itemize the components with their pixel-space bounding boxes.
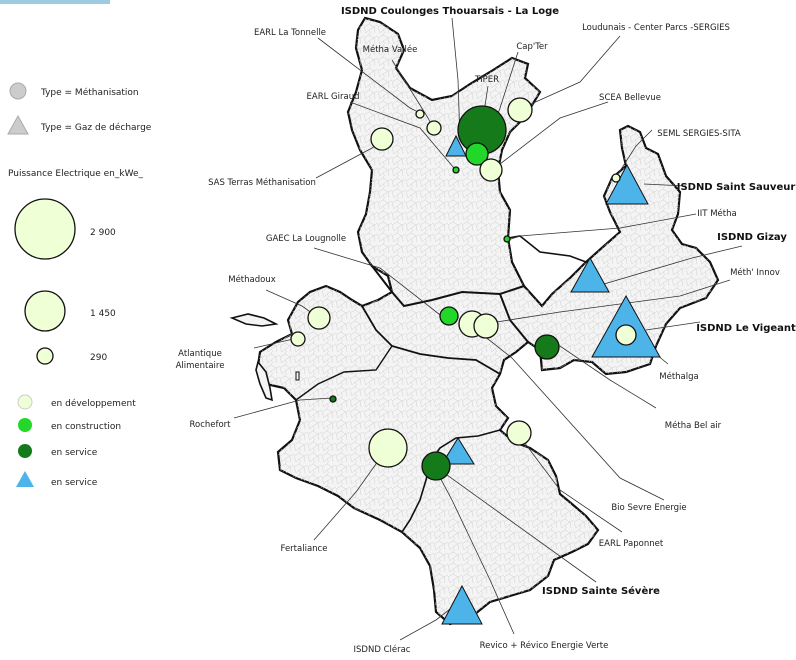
legend-status-service: en service <box>51 448 98 458</box>
department-border-5 <box>295 345 393 401</box>
label-seml-sergies: SEML SERGIES-SITA <box>657 129 741 139</box>
circle-earl-giraud <box>452 166 460 174</box>
circle-methalga <box>615 324 637 346</box>
triangle-clerac <box>441 584 483 625</box>
label-atlantique-2: Alimentaire <box>176 361 225 371</box>
label-rochefort: Rochefort <box>189 420 231 430</box>
legend-type-methanisation: Type = Méthanisation <box>40 87 139 98</box>
label-loudunais: Loudunais - Center Parcs -SERGIES <box>582 23 730 33</box>
circle-revico <box>421 451 451 481</box>
label-scea-bellevue: SCEA Bellevue <box>599 93 661 103</box>
label-fertaliance: Fertaliance <box>281 544 328 554</box>
circle-metha-vallee <box>426 120 442 136</box>
label-gaec-lougnolle: GAEC La Lougnolle <box>266 234 346 244</box>
label-iit-metha: IIT Métha <box>697 208 736 219</box>
label-earl-giraud: EARL Giraud <box>307 92 360 102</box>
department-border-4 <box>507 235 587 263</box>
island-re <box>229 313 279 327</box>
header-bar <box>0 0 110 4</box>
label-bio-sevre: Bio Sevre Energie <box>611 503 686 513</box>
label-meth-innov: Méth' Innov <box>730 267 780 278</box>
legend-status-landfill: en service <box>51 478 98 488</box>
site-labels: ISDND Coulonges Thouarsais - La Loge EAR… <box>176 6 796 655</box>
label-earl-paponnet: EARL Paponnet <box>599 539 664 549</box>
legend-size-large: 2 900 <box>90 228 116 238</box>
label-saint-sauveur: ISDND Saint Sauveur <box>677 182 796 193</box>
legend: Type = Méthanisation Type = Gaz de décha… <box>7 82 152 488</box>
label-capter: Cap'Ter <box>516 42 548 52</box>
circle-scea-bellevue <box>479 158 503 182</box>
legend-size-small: 290 <box>90 353 107 363</box>
label-earl-la-tonnelle: EARL La Tonnelle <box>254 28 326 38</box>
legend-status-landfill-icon <box>16 471 34 487</box>
label-sainte-severe: ISDND Sainte Sévère <box>542 585 660 597</box>
legend-status-dev-icon <box>17 394 33 410</box>
legend-size-medium: 1 450 <box>90 309 116 319</box>
circle-metha-bel-air <box>534 334 560 360</box>
triangle-saint-sauveur <box>605 163 649 205</box>
methanisation-markers <box>290 97 637 481</box>
circle-fertaliance <box>368 428 408 468</box>
triangle-gizay <box>570 256 610 293</box>
circle-loudunais <box>507 97 533 123</box>
legend-type-methanisation-icon <box>9 82 27 100</box>
legend-status-construction-icon <box>18 418 32 432</box>
triangle-sainte-severe <box>441 437 475 465</box>
legend-status-service-icon <box>18 444 32 458</box>
circle-gaec-lougnolle <box>439 306 459 326</box>
legend-type-gaz: Type = Gaz de décharge <box>40 122 152 133</box>
label-revico: Revico + Révico Energie Verte <box>480 640 609 651</box>
legend-size-circle-large <box>14 198 76 260</box>
circle-atlantique <box>290 331 306 347</box>
label-sas-terras: SAS Terras Méthanisation <box>208 177 316 188</box>
island-aix <box>295 371 300 381</box>
label-coulonges: ISDND Coulonges Thouarsais - La Loge <box>341 6 559 17</box>
label-clerac: ISDND Clérac <box>354 644 411 655</box>
island-oleron <box>255 360 274 402</box>
circle-earl-la-tonnelle <box>415 109 425 119</box>
label-metha-bel-air: Métha Bel air <box>665 420 722 431</box>
legend-size-circle-small <box>36 347 54 365</box>
circle-earl-paponnet <box>506 420 532 446</box>
circle-rochefort <box>329 395 337 403</box>
label-methalga: Méthalga <box>659 371 698 382</box>
circle-seml-sergies <box>611 173 621 183</box>
label-atlantique-1: Atlantique <box>178 349 222 359</box>
legend-type-gaz-icon <box>7 114 29 135</box>
triangle-coulonges <box>445 134 467 157</box>
label-tiper: TIPER <box>474 75 499 85</box>
department-border-3 <box>361 305 501 375</box>
legend-size-circle-medium <box>24 290 66 332</box>
label-gizay: ISDND Gizay <box>717 232 787 243</box>
circle-sas-terras <box>370 127 394 151</box>
circle-meth-innov <box>473 313 499 339</box>
circle-methadoux <box>307 306 331 330</box>
legend-status-dev: en développement <box>51 398 136 409</box>
label-metha-vallee: Métha Vallée <box>363 44 418 55</box>
circle-capter <box>465 142 489 166</box>
circle-iit-metha <box>503 235 511 243</box>
label-methadoux: Méthadoux <box>228 274 276 285</box>
legend-puissance-title: Puissance Electrique en_kWe_ <box>8 169 143 179</box>
leader-lines <box>233 17 743 641</box>
label-le-vigeant: ISDND Le Vigeant <box>696 323 796 334</box>
legend-status-construction: en construction <box>51 422 121 432</box>
